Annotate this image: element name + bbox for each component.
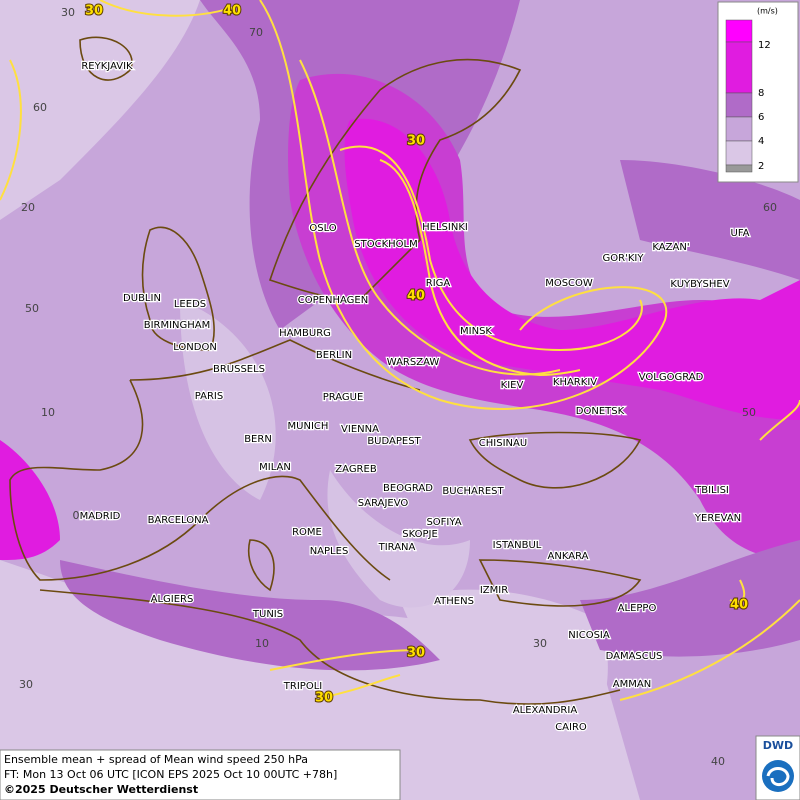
- city-label: TIRANA: [378, 542, 416, 553]
- logo-text: DWD: [763, 739, 793, 752]
- city-label: LONDON: [173, 342, 217, 353]
- city-label: ATHENS: [434, 596, 474, 607]
- city-label: ALGIERS: [151, 594, 194, 605]
- contour-label: 30: [407, 134, 425, 149]
- city-label: HELSINKI: [422, 222, 468, 233]
- grid-label: 20: [21, 201, 35, 214]
- city-label: STOCKHOLM: [354, 239, 417, 250]
- city-label: VOLGOGRAD: [639, 372, 704, 383]
- footer-line: Ensemble mean + spread of Mean wind spee…: [4, 753, 308, 766]
- contour-label: 40: [407, 289, 425, 304]
- city-label: NICOSIA: [568, 630, 610, 641]
- contour-label: 30: [315, 691, 333, 706]
- legend-unit: (m/s): [757, 7, 778, 16]
- city-label: MADRID: [80, 511, 121, 522]
- city-label: TBILISI: [694, 485, 729, 496]
- jet-contours: [0, 0, 800, 701]
- legend-level: 4: [758, 136, 764, 147]
- legend-level: 12: [758, 40, 771, 51]
- city-label: KIEV: [501, 380, 524, 391]
- city-label: KHARKIV: [553, 377, 597, 388]
- footer-line: FT: Mon 13 Oct 06 UTC [ICON EPS 2025 Oct…: [4, 768, 337, 781]
- city-label: UFA: [731, 228, 750, 239]
- legend-level: 6: [758, 112, 764, 123]
- city-label: BRUSSELS: [213, 364, 265, 375]
- city-label: REYKJAVIK: [81, 61, 133, 72]
- grid-label: 30: [533, 637, 547, 650]
- grid-label: 60: [33, 101, 47, 114]
- city-label: MUNICH: [288, 421, 329, 432]
- grid-label: 0: [73, 509, 80, 522]
- grid-label: 70: [249, 26, 263, 39]
- city-label: BUCHAREST: [442, 486, 504, 497]
- city-label: ISTANBUL: [493, 540, 542, 551]
- contour-label: 40: [730, 598, 748, 613]
- city-label: OSLO: [309, 223, 336, 234]
- legend: (m/s) 12 8 6 4 2: [717, 1, 799, 183]
- city-label: BUDAPEST: [367, 436, 421, 447]
- city-label: KUYBYSHEV: [670, 279, 729, 290]
- city-label: WARSZAW: [387, 357, 440, 368]
- city-label: MOSCOW: [545, 278, 593, 289]
- city-label: SOFIYA: [426, 517, 461, 528]
- grid-label: 30: [61, 6, 75, 19]
- city-label: ALEPPO: [618, 603, 657, 614]
- city-label: TUNIS: [252, 609, 283, 620]
- city-label: YEREVAN: [694, 513, 741, 524]
- city-label: ROME: [292, 527, 322, 538]
- city-label: IZMIR: [480, 585, 508, 596]
- city-label: BERN: [244, 434, 272, 445]
- city-label: PRAGUE: [323, 392, 364, 403]
- city-label: SARAJEVO: [358, 498, 409, 509]
- city-label: ZAGREB: [335, 464, 377, 475]
- city-label: TRIPOLI: [283, 681, 322, 692]
- city-label: BERLIN: [316, 350, 352, 361]
- coastlines: [9, 36, 642, 705]
- labels: REYKJAVIK OSLO STOCKHOLM HELSINKI RIGA COPENH…: [19, 3, 777, 769]
- city-label: KAZAN': [652, 242, 689, 253]
- city-label: PARIS: [195, 391, 223, 402]
- city-label: SKOPJE: [402, 529, 438, 540]
- city-label: AMMAN: [613, 679, 651, 690]
- footer: Ensemble mean + spread of Mean wind spee…: [0, 735, 800, 800]
- grid-label: 30: [19, 678, 33, 691]
- contour-label: 30: [407, 646, 425, 661]
- city-label: RIGA: [426, 278, 451, 289]
- legend-level: 2: [758, 161, 764, 172]
- city-label: LEEDS: [174, 299, 206, 310]
- city-label: BARCELONA: [148, 515, 209, 526]
- grid-label: 50: [25, 302, 39, 315]
- grid-label: 40: [711, 755, 725, 768]
- city-label: BIRMINGHAM: [144, 320, 211, 331]
- city-label: NAPLES: [310, 546, 349, 557]
- city-label: MILAN: [259, 462, 291, 473]
- city-label: COPENHAGEN: [298, 295, 368, 306]
- city-label: VIENNA: [341, 424, 379, 435]
- contour-label: 30: [85, 4, 103, 19]
- contour-label: 40: [223, 4, 241, 19]
- city-label: DAMASCUS: [606, 651, 663, 662]
- grid-label: 10: [41, 406, 55, 419]
- city-label: CHISINAU: [479, 438, 527, 449]
- city-label: DONETSK: [576, 406, 625, 417]
- city-label: BEOGRAD: [383, 483, 433, 494]
- grid-label: 10: [255, 637, 269, 650]
- city-label: ALEXANDRIA: [513, 705, 578, 716]
- city-label: ANKARA: [548, 551, 589, 562]
- city-label: HAMBURG: [279, 328, 331, 339]
- legend-level: 8: [758, 88, 764, 99]
- grid-label: 50: [742, 406, 756, 419]
- grid-label: 60: [763, 201, 777, 214]
- city-label: DUBLIN: [123, 293, 161, 304]
- footer-line: ©2025 Deutscher Wetterdienst: [4, 783, 198, 796]
- city-label: CAIRO: [555, 722, 587, 733]
- city-label: GOR'KIY: [603, 253, 645, 264]
- city-label: MINSK: [460, 326, 492, 337]
